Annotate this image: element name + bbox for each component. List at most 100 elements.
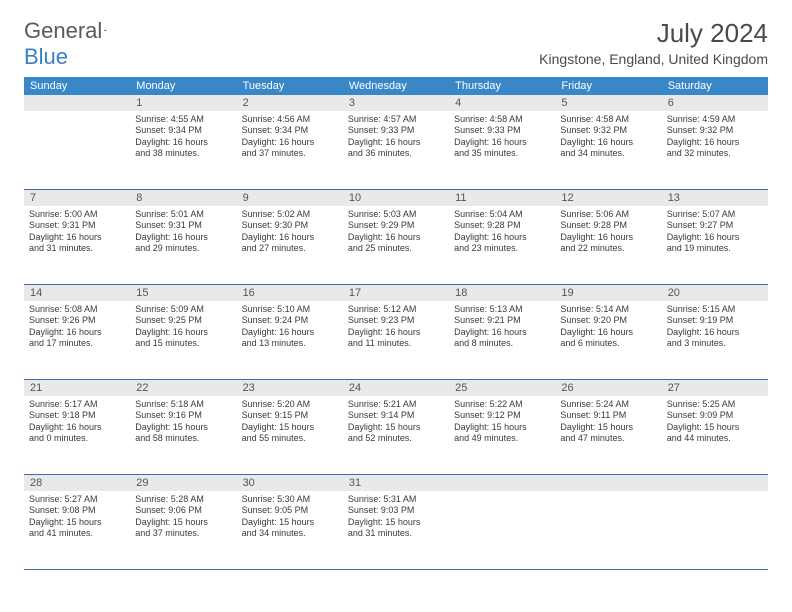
weekday-label: Sunday xyxy=(24,77,130,95)
daylight-text-b: and 0 minutes. xyxy=(29,433,125,444)
daylight-text-a: Daylight: 16 hours xyxy=(29,422,125,433)
sunrise-text: Sunrise: 5:09 AM xyxy=(135,304,231,315)
day-number: 20 xyxy=(662,285,768,301)
sunrise-text: Sunrise: 5:24 AM xyxy=(560,399,656,410)
day-cell: Sunrise: 5:24 AMSunset: 9:11 PMDaylight:… xyxy=(555,396,661,474)
daylight-text-a: Daylight: 16 hours xyxy=(135,232,231,243)
logo: General xyxy=(24,18,122,44)
day-cell: Sunrise: 5:18 AMSunset: 9:16 PMDaylight:… xyxy=(130,396,236,474)
weekday-label: Saturday xyxy=(662,77,768,95)
daylight-text-b: and 15 minutes. xyxy=(135,338,231,349)
day-cell: Sunrise: 4:55 AMSunset: 9:34 PMDaylight:… xyxy=(130,111,236,189)
daylight-text-a: Daylight: 16 hours xyxy=(667,327,763,338)
day-number: 4 xyxy=(449,95,555,111)
sunrise-text: Sunrise: 5:10 AM xyxy=(242,304,338,315)
day-cell: Sunrise: 5:01 AMSunset: 9:31 PMDaylight:… xyxy=(130,206,236,284)
sunrise-text: Sunrise: 4:58 AM xyxy=(560,114,656,125)
sunrise-text: Sunrise: 5:20 AM xyxy=(242,399,338,410)
sunset-text: Sunset: 9:12 PM xyxy=(454,410,550,421)
day-number-row: 28293031 xyxy=(24,475,768,491)
sunrise-text: Sunrise: 5:04 AM xyxy=(454,209,550,220)
daylight-text-b: and 31 minutes. xyxy=(29,243,125,254)
daylight-text-a: Daylight: 16 hours xyxy=(454,232,550,243)
day-number: 30 xyxy=(237,475,343,491)
sunset-text: Sunset: 9:11 PM xyxy=(560,410,656,421)
header: General July 2024 Kingstone, England, Un… xyxy=(0,0,792,73)
day-number: 5 xyxy=(555,95,661,111)
weekday-label: Tuesday xyxy=(237,77,343,95)
daylight-text-a: Daylight: 15 hours xyxy=(667,422,763,433)
sunset-text: Sunset: 9:21 PM xyxy=(454,315,550,326)
daylight-text-a: Daylight: 15 hours xyxy=(29,517,125,528)
daylight-text-b: and 34 minutes. xyxy=(242,528,338,539)
day-cell: Sunrise: 5:07 AMSunset: 9:27 PMDaylight:… xyxy=(662,206,768,284)
day-cell: Sunrise: 4:58 AMSunset: 9:33 PMDaylight:… xyxy=(449,111,555,189)
daylight-text-b: and 3 minutes. xyxy=(667,338,763,349)
daylight-text-b: and 37 minutes. xyxy=(135,528,231,539)
weekday-header: SundayMondayTuesdayWednesdayThursdayFrid… xyxy=(24,77,768,95)
sunset-text: Sunset: 9:18 PM xyxy=(29,410,125,421)
sunset-text: Sunset: 9:32 PM xyxy=(560,125,656,136)
day-cell: Sunrise: 4:57 AMSunset: 9:33 PMDaylight:… xyxy=(343,111,449,189)
daylight-text-a: Daylight: 15 hours xyxy=(560,422,656,433)
day-cell: Sunrise: 5:13 AMSunset: 9:21 PMDaylight:… xyxy=(449,301,555,379)
title-block: July 2024 Kingstone, England, United Kin… xyxy=(539,18,768,67)
day-number: 6 xyxy=(662,95,768,111)
daylight-text-a: Daylight: 15 hours xyxy=(242,422,338,433)
day-cell: Sunrise: 5:03 AMSunset: 9:29 PMDaylight:… xyxy=(343,206,449,284)
day-number: 12 xyxy=(555,190,661,206)
week-row: Sunrise: 4:55 AMSunset: 9:34 PMDaylight:… xyxy=(24,111,768,190)
day-cell: Sunrise: 5:04 AMSunset: 9:28 PMDaylight:… xyxy=(449,206,555,284)
day-number-row: 123456 xyxy=(24,95,768,111)
day-cell: Sunrise: 5:00 AMSunset: 9:31 PMDaylight:… xyxy=(24,206,130,284)
sunset-text: Sunset: 9:16 PM xyxy=(135,410,231,421)
daylight-text-a: Daylight: 16 hours xyxy=(242,327,338,338)
day-number: 8 xyxy=(130,190,236,206)
day-cell: Sunrise: 5:25 AMSunset: 9:09 PMDaylight:… xyxy=(662,396,768,474)
logo-sail-icon xyxy=(104,23,107,37)
sunset-text: Sunset: 9:27 PM xyxy=(667,220,763,231)
daylight-text-a: Daylight: 16 hours xyxy=(135,327,231,338)
daylight-text-b: and 11 minutes. xyxy=(348,338,444,349)
daylight-text-b: and 34 minutes. xyxy=(560,148,656,159)
day-cell: Sunrise: 5:02 AMSunset: 9:30 PMDaylight:… xyxy=(237,206,343,284)
day-cell: Sunrise: 5:08 AMSunset: 9:26 PMDaylight:… xyxy=(24,301,130,379)
calendar: SundayMondayTuesdayWednesdayThursdayFrid… xyxy=(24,77,768,570)
day-cell xyxy=(662,491,768,569)
sunset-text: Sunset: 9:34 PM xyxy=(135,125,231,136)
daylight-text-b: and 8 minutes. xyxy=(454,338,550,349)
sunrise-text: Sunrise: 5:22 AM xyxy=(454,399,550,410)
sunset-text: Sunset: 9:23 PM xyxy=(348,315,444,326)
daylight-text-b: and 6 minutes. xyxy=(560,338,656,349)
daylight-text-b: and 47 minutes. xyxy=(560,433,656,444)
daylight-text-b: and 13 minutes. xyxy=(242,338,338,349)
daylight-text-b: and 37 minutes. xyxy=(242,148,338,159)
daylight-text-b: and 44 minutes. xyxy=(667,433,763,444)
day-cell: Sunrise: 4:59 AMSunset: 9:32 PMDaylight:… xyxy=(662,111,768,189)
daylight-text-b: and 31 minutes. xyxy=(348,528,444,539)
sunset-text: Sunset: 9:34 PM xyxy=(242,125,338,136)
sunset-text: Sunset: 9:08 PM xyxy=(29,505,125,516)
sunset-text: Sunset: 9:15 PM xyxy=(242,410,338,421)
daylight-text-b: and 55 minutes. xyxy=(242,433,338,444)
daylight-text-b: and 27 minutes. xyxy=(242,243,338,254)
sunset-text: Sunset: 9:03 PM xyxy=(348,505,444,516)
daylight-text-a: Daylight: 16 hours xyxy=(454,137,550,148)
day-cell xyxy=(555,491,661,569)
daylight-text-b: and 19 minutes. xyxy=(667,243,763,254)
sunrise-text: Sunrise: 5:08 AM xyxy=(29,304,125,315)
weekday-label: Wednesday xyxy=(343,77,449,95)
day-cell: Sunrise: 5:21 AMSunset: 9:14 PMDaylight:… xyxy=(343,396,449,474)
daylight-text-a: Daylight: 16 hours xyxy=(560,137,656,148)
sunset-text: Sunset: 9:33 PM xyxy=(348,125,444,136)
sunset-text: Sunset: 9:19 PM xyxy=(667,315,763,326)
month-title: July 2024 xyxy=(539,18,768,49)
sunrise-text: Sunrise: 5:06 AM xyxy=(560,209,656,220)
daylight-text-b: and 49 minutes. xyxy=(454,433,550,444)
day-number xyxy=(449,475,555,491)
daylight-text-a: Daylight: 16 hours xyxy=(242,137,338,148)
week-row: Sunrise: 5:08 AMSunset: 9:26 PMDaylight:… xyxy=(24,301,768,380)
day-number-row: 21222324252627 xyxy=(24,380,768,396)
day-number-row: 78910111213 xyxy=(24,190,768,206)
daylight-text-b: and 25 minutes. xyxy=(348,243,444,254)
